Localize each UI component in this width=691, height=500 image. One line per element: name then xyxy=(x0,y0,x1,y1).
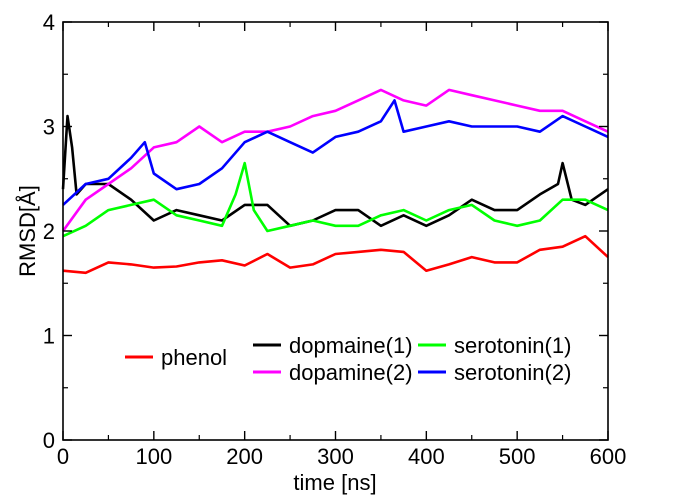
legend-label: phenol xyxy=(161,345,227,370)
series-layer xyxy=(61,88,609,275)
y-tick-label: 3 xyxy=(43,115,55,140)
y-tick-label: 0 xyxy=(43,428,55,453)
series-line-dopmaine-1- xyxy=(61,114,609,228)
series-line-serotonin-2- xyxy=(62,99,609,206)
x-tick-label: 0 xyxy=(57,444,69,469)
x-tick-label: 600 xyxy=(590,444,627,469)
ticks-layer: 0 100 200 300 400 500 600 0 1 2 3 4 xyxy=(43,10,627,469)
series-line-serotonin-1- xyxy=(62,161,609,238)
x-tick-label: 100 xyxy=(135,444,172,469)
legend-label: dopmaine(1) xyxy=(289,333,413,358)
x-tick-label: 200 xyxy=(226,444,263,469)
x-tick-label: 400 xyxy=(408,444,445,469)
series-line-dopamine-2- xyxy=(61,88,609,232)
x-tick-label: 500 xyxy=(499,444,536,469)
legend-label: dopamine(2) xyxy=(289,360,413,385)
y-tick-label: 4 xyxy=(43,10,55,35)
x-tick-label: 300 xyxy=(317,444,354,469)
legend-label: serotonin(1) xyxy=(454,333,571,358)
legend: phenol dopmaine(1) serotonin(1) dopamine(2)… xyxy=(125,333,571,385)
y-tick-label: 1 xyxy=(43,324,55,349)
y-axis-label: RMSD[Å] xyxy=(15,185,40,277)
legend-label: serotonin(2) xyxy=(454,360,571,385)
x-axis-label: time [ns] xyxy=(293,470,376,495)
series-line-phenol xyxy=(62,234,609,275)
y-tick-label: 2 xyxy=(43,219,55,244)
